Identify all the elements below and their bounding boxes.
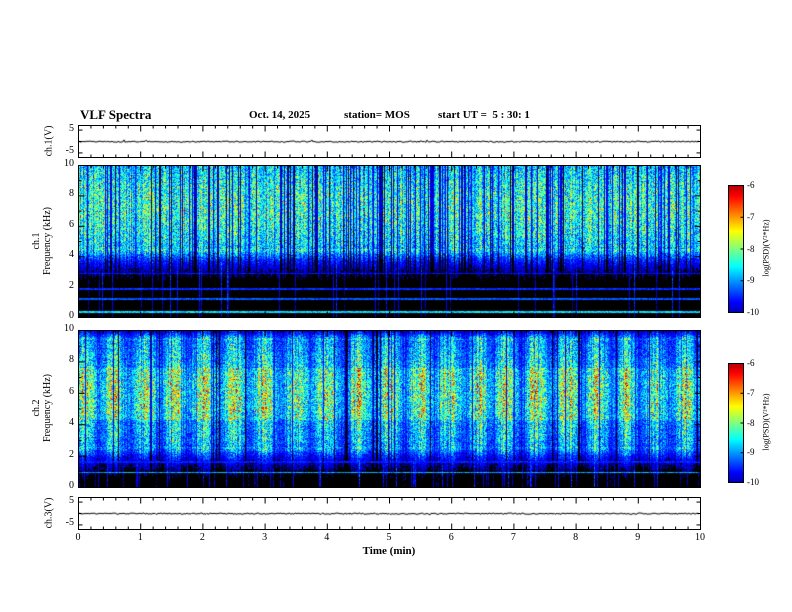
x-tick-label: 2 xyxy=(199,532,205,543)
ch1-channel-label: ch.1 xyxy=(31,232,42,250)
figure-station: station= MOS xyxy=(344,109,410,121)
colorbar-tick-label: -9 xyxy=(747,447,755,458)
colorbar-tick-label: -8 xyxy=(747,417,755,428)
voltage-tick-label: -5 xyxy=(65,145,74,157)
colorbar-tick-label: -6 xyxy=(747,180,755,190)
colorbar-tick-label: -9 xyxy=(747,275,755,286)
x-tick-label: 1 xyxy=(137,532,143,543)
x-tick-label: 5 xyxy=(386,532,392,543)
voltage-tick-label: 5 xyxy=(69,122,74,134)
figure-date: Oct. 14, 2025 xyxy=(249,109,311,121)
freq-tick-label: 10 xyxy=(64,323,74,334)
x-tick-label: 7 xyxy=(510,532,516,543)
freq-tick-label: 4 xyxy=(69,417,74,429)
colorbar-tick-label: -8 xyxy=(747,243,755,254)
ch3-voltage-waveform xyxy=(78,497,700,529)
colorbar-tick-label: -10 xyxy=(747,477,759,487)
voltage-tick-label: 5 xyxy=(69,494,74,506)
x-tick-label: 4 xyxy=(324,532,330,543)
colorbar-tick-label: -7 xyxy=(747,387,755,398)
colorbar-tick-label: -10 xyxy=(747,307,759,317)
ch2-spectrogram xyxy=(78,330,700,487)
ch1-colorbar xyxy=(728,185,743,312)
figure-title: VLF Spectra xyxy=(80,107,152,122)
freq-tick-label: 2 xyxy=(69,448,74,460)
x-axis-label: Time (min) xyxy=(362,545,416,557)
x-tick-label: 9 xyxy=(635,532,641,543)
colorbar1-label: log(PSD)(V²*Hz) xyxy=(761,219,771,277)
ch2-frequency-label: Frequency (kHz) xyxy=(42,373,53,443)
x-tick-label: 10 xyxy=(695,532,705,543)
ch1-frequency-axis-label: ch.1 Frequency (kHz) xyxy=(31,207,53,275)
colorbar-tick-label: -7 xyxy=(747,211,755,222)
freq-tick-label: 8 xyxy=(69,188,74,200)
figure-start-ut: start UT = 5 : 30: 1 xyxy=(438,109,530,121)
freq-tick-label: 0 xyxy=(69,480,74,491)
ch2-frequency-axis-label: ch.2 Frequency (kHz) xyxy=(31,374,53,442)
ch2-channel-label: ch.2 xyxy=(31,399,42,417)
freq-tick-label: 8 xyxy=(69,354,74,366)
freq-tick-label: 4 xyxy=(69,249,74,261)
x-tick-label: 0 xyxy=(75,532,81,543)
freq-tick-label: 2 xyxy=(69,279,74,291)
ch1-voltage-waveform xyxy=(78,125,700,157)
ch2-colorbar xyxy=(728,363,743,482)
ch1-spectrogram xyxy=(78,165,700,317)
freq-tick-label: 10 xyxy=(64,158,74,169)
colorbar-tick-label: -6 xyxy=(747,358,755,368)
x-tick-label: 3 xyxy=(262,532,268,543)
freq-tick-label: 6 xyxy=(69,218,74,230)
x-tick-label: 8 xyxy=(573,532,579,543)
freq-tick-label: 0 xyxy=(69,310,74,321)
colorbar2-label: log(PSD)(V²*Hz) xyxy=(761,393,771,451)
freq-tick-label: 6 xyxy=(69,385,74,397)
voltage-tick-label: -5 xyxy=(65,517,74,529)
x-tick-label: 6 xyxy=(448,532,454,543)
ch1-frequency-label: Frequency (kHz) xyxy=(42,206,53,276)
